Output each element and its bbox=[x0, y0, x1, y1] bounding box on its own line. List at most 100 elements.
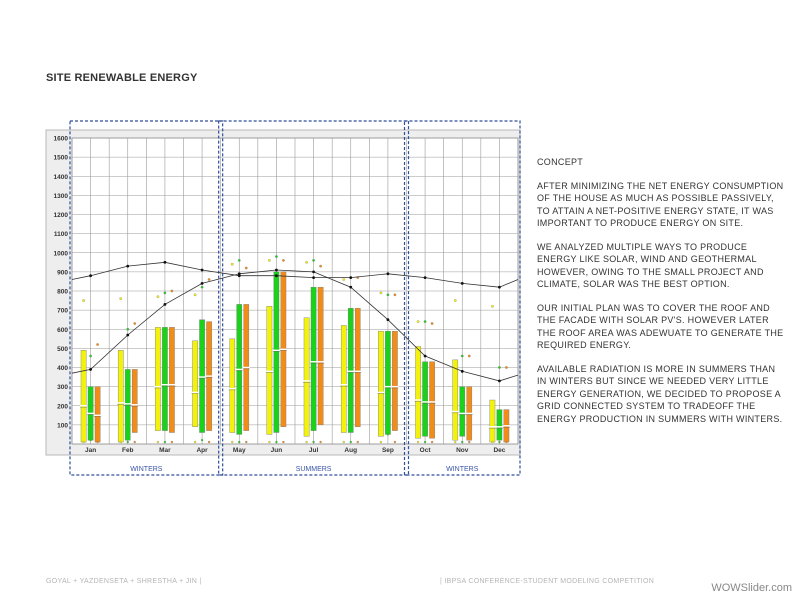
season-frame-2 bbox=[403, 120, 521, 476]
season-bands: WINTERS SUMMERS WINTERS bbox=[69, 120, 521, 476]
y-tick-label: 700 bbox=[57, 308, 68, 315]
footer-conference: | IBPSA CONFERENCE-STUDENT MODELING COMP… bbox=[440, 578, 655, 585]
line-1-marker bbox=[460, 369, 464, 373]
yellow-bar-jan bbox=[80, 350, 87, 443]
yellow-point-low-aug bbox=[342, 440, 345, 444]
green-point-high-jan bbox=[89, 354, 92, 358]
line-2-marker bbox=[498, 285, 501, 289]
green-bar-feb bbox=[124, 369, 131, 441]
axis-ticks: 100 200 300 400 500 600 700 800 900 1000 1100 1200 1… bbox=[54, 136, 506, 455]
line-1-marker bbox=[386, 318, 390, 322]
green-point-high-dec bbox=[498, 366, 501, 369]
orange-point-high-nov bbox=[467, 354, 471, 358]
orange-bar-sep bbox=[392, 330, 398, 431]
y-tick-label: 1200 bbox=[54, 212, 69, 219]
yellow-bar-oct bbox=[415, 346, 421, 439]
orange-point-low-apr bbox=[207, 440, 211, 444]
season-label-0: WINTERS bbox=[130, 466, 163, 473]
bar-series bbox=[79, 271, 511, 443]
x-tick-label: Nov bbox=[456, 447, 469, 454]
line-1-marker bbox=[163, 302, 167, 306]
yellow-point-high-jan bbox=[82, 299, 85, 302]
y-tick-label: 400 bbox=[57, 365, 68, 372]
line-2-marker bbox=[349, 276, 353, 280]
orange-bar-jan bbox=[94, 386, 101, 443]
x-tick-label: Feb bbox=[122, 447, 134, 454]
yellow-point-low-nov bbox=[454, 440, 457, 444]
green-bar-oct bbox=[422, 361, 428, 437]
orange-point-low-jul bbox=[319, 440, 322, 444]
y-tick-label: 900 bbox=[57, 269, 68, 276]
line-2-marker bbox=[237, 274, 241, 278]
yellow-bar-may bbox=[229, 338, 236, 433]
green-point-low-jan bbox=[89, 438, 92, 442]
green-bar-dec bbox=[496, 409, 503, 441]
orange-point-low-sep bbox=[393, 440, 397, 444]
line-2-marker bbox=[200, 268, 204, 272]
orange-point-high-jul bbox=[319, 264, 322, 268]
yellow-point-low-jun bbox=[268, 440, 271, 444]
orange-bar-mar bbox=[169, 327, 175, 433]
line-1-marker bbox=[200, 281, 204, 285]
season-frame-1 bbox=[218, 120, 410, 476]
x-tick-label: Jan bbox=[85, 447, 96, 454]
green-point-high-oct bbox=[423, 320, 427, 323]
x-tick-label: Oct bbox=[420, 447, 432, 454]
line-1-marker bbox=[126, 333, 130, 337]
trend-lines bbox=[71, 260, 519, 383]
green-point-high-jul bbox=[312, 259, 315, 262]
y-tick-label: 600 bbox=[57, 327, 68, 334]
orange-point-high-mar bbox=[170, 289, 174, 293]
orange-point-low-oct bbox=[430, 440, 434, 444]
watermark: WOWSlider.com bbox=[711, 582, 792, 594]
green-bar-mar bbox=[162, 327, 168, 431]
green-point-low-oct bbox=[423, 440, 427, 444]
x-tick-label: Mar bbox=[159, 447, 171, 454]
green-point-low-dec bbox=[498, 440, 501, 444]
orange-point-high-dec bbox=[505, 366, 508, 369]
yellow-bar-jul bbox=[303, 317, 310, 437]
yellow-point-high-aug bbox=[342, 278, 346, 281]
concept-heading: CONCEPT bbox=[537, 157, 584, 167]
yellow-bar-dec bbox=[489, 399, 496, 443]
line-1-marker bbox=[349, 285, 353, 289]
green-bar-jun bbox=[273, 271, 280, 433]
x-tick-label: Aug bbox=[344, 447, 357, 454]
yellow-point-high-apr bbox=[193, 293, 197, 297]
green-point-high-may bbox=[237, 259, 241, 262]
y-tick-label: 1000 bbox=[54, 250, 69, 257]
yellow-bar-jun bbox=[266, 306, 273, 435]
line-2-marker bbox=[386, 272, 390, 276]
yellow-point-low-oct bbox=[416, 440, 420, 444]
green-point-high-jun bbox=[275, 255, 278, 258]
yellow-bar-feb bbox=[117, 350, 124, 443]
x-tick-label: Dec bbox=[493, 447, 505, 454]
orange-point-high-sep bbox=[393, 293, 397, 297]
orange-point-high-may bbox=[244, 266, 248, 270]
orange-bar-aug bbox=[354, 308, 361, 427]
x-tick-label: May bbox=[233, 447, 246, 454]
line-2-marker bbox=[163, 260, 167, 264]
green-point-high-feb bbox=[126, 327, 130, 331]
green-bar-aug bbox=[347, 308, 354, 433]
x-tick-label: Apr bbox=[196, 447, 208, 454]
line-2-marker bbox=[460, 281, 464, 285]
footer-authors: GOYAL + YAZDENSETA + SHRESTHA + JIN | bbox=[46, 578, 202, 585]
green-point-low-jul bbox=[312, 440, 315, 444]
yellow-bar-apr bbox=[192, 340, 198, 427]
green-point-high-nov bbox=[460, 354, 464, 358]
y-tick-label: 300 bbox=[57, 384, 68, 391]
y-tick-label: 1500 bbox=[54, 155, 69, 162]
orange-point-low-nov bbox=[468, 440, 471, 444]
green-point-low-jun bbox=[275, 440, 278, 444]
line-1-marker bbox=[312, 270, 315, 274]
y-tick-label: 100 bbox=[57, 422, 68, 429]
line-1-marker bbox=[237, 272, 241, 276]
line-2-marker bbox=[312, 276, 315, 280]
green-bar-nov bbox=[459, 386, 466, 437]
concept-paragraph-4: AVAILABLE RADIATION IS MORE IN SUMMERS T… bbox=[537, 363, 783, 424]
y-tick-label: 800 bbox=[57, 289, 68, 296]
orange-point-low-feb bbox=[133, 440, 136, 444]
concept-paragraph-2: WE ANALYZED MULTIPLE WAYS TO PRODUCE ENE… bbox=[537, 241, 764, 290]
